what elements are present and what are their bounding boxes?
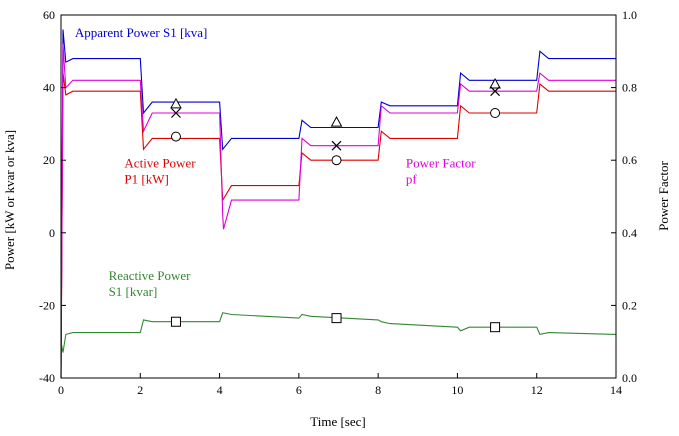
marker-triangle-0-2 [489,77,501,89]
y-left-tick-label-3: 0 [49,226,55,240]
marker-triangle-0-1 [330,116,343,127]
y-left-tick-label-4: -20 [39,298,55,312]
y-right-tick-label-4: 0.2 [622,298,637,312]
annotation-line: Active Power [124,155,196,170]
annotation-2: Power Factor pf [406,155,476,186]
x-axis-label: Time [sec] [310,414,366,429]
marker-x-1-1 [331,140,342,151]
annotation-line: Reactive Power [109,268,192,283]
marker-x-1-0 [171,108,181,118]
series-annotations: Apparent Power S1 [kva] Active Power P1 [k… [75,25,476,299]
x-tick-label-4: 8 [375,383,381,397]
y-right-axis-label: Power Factor [656,160,671,230]
y-left-axis-ticks: 60 40 20 0 -20 -40 [39,8,66,385]
y-left-tick-label-2: 20 [43,153,55,167]
marker-circle-2-1 [331,155,342,166]
y-left-tick-label-1: 40 [43,81,55,95]
annotation-line: P1 [kW] [124,171,168,186]
annotation-1: Active Power P1 [kW] [124,155,196,186]
marker-x-1-2 [490,86,501,97]
series-line-2 [60,43,616,379]
y-right-tick-label-5: 0.0 [622,371,637,385]
marker-square-3-0 [170,316,181,327]
series-line-0 [60,29,616,379]
y-left-tick-label-0: 60 [43,8,55,22]
marker-circle-2-2 [490,108,501,119]
annotation-line: Apparent Power S1 [kva] [75,25,208,40]
x-axis-ticks: 0 2 4 6 8 10 12 14 [58,373,622,397]
x-tick-label-7: 14 [610,383,622,397]
annotation-3: Reactive Power S1 [kvar] [109,268,192,299]
x-tick-label-2: 4 [217,383,223,397]
x-tick-label-6: 12 [531,383,543,397]
plot-frame [60,14,617,379]
annotation-line: Power Factor [406,155,476,170]
marker-triangle-0-0 [170,97,182,109]
annotation-0: Apparent Power S1 [kva] [75,25,208,40]
marker-square-3-1 [331,313,342,324]
plot-markers [170,77,501,333]
x-tick-label-5: 10 [451,383,463,397]
x-tick-label-0: 0 [58,383,64,397]
marker-circle-2-0 [170,131,181,142]
y-left-axis-label: Power [kW or kvar or kva] [2,130,17,270]
y-right-tick-label-2: 0.6 [622,153,637,167]
annotation-line: pf [406,171,418,186]
y-left-tick-label-5: -40 [39,371,55,385]
annotation-line: S1 [kvar] [109,284,158,299]
x-tick-label-3: 6 [296,383,302,397]
y-right-tick-label-1: 0.8 [622,81,637,95]
x-tick-label-1: 2 [137,383,143,397]
marker-square-3-2 [490,322,501,333]
y-right-axis-ticks: 1.0 0.8 0.6 0.4 0.2 0.0 [611,8,637,385]
y-right-tick-label-0: 1.0 [622,8,637,22]
y-right-tick-label-3: 0.4 [622,226,637,240]
